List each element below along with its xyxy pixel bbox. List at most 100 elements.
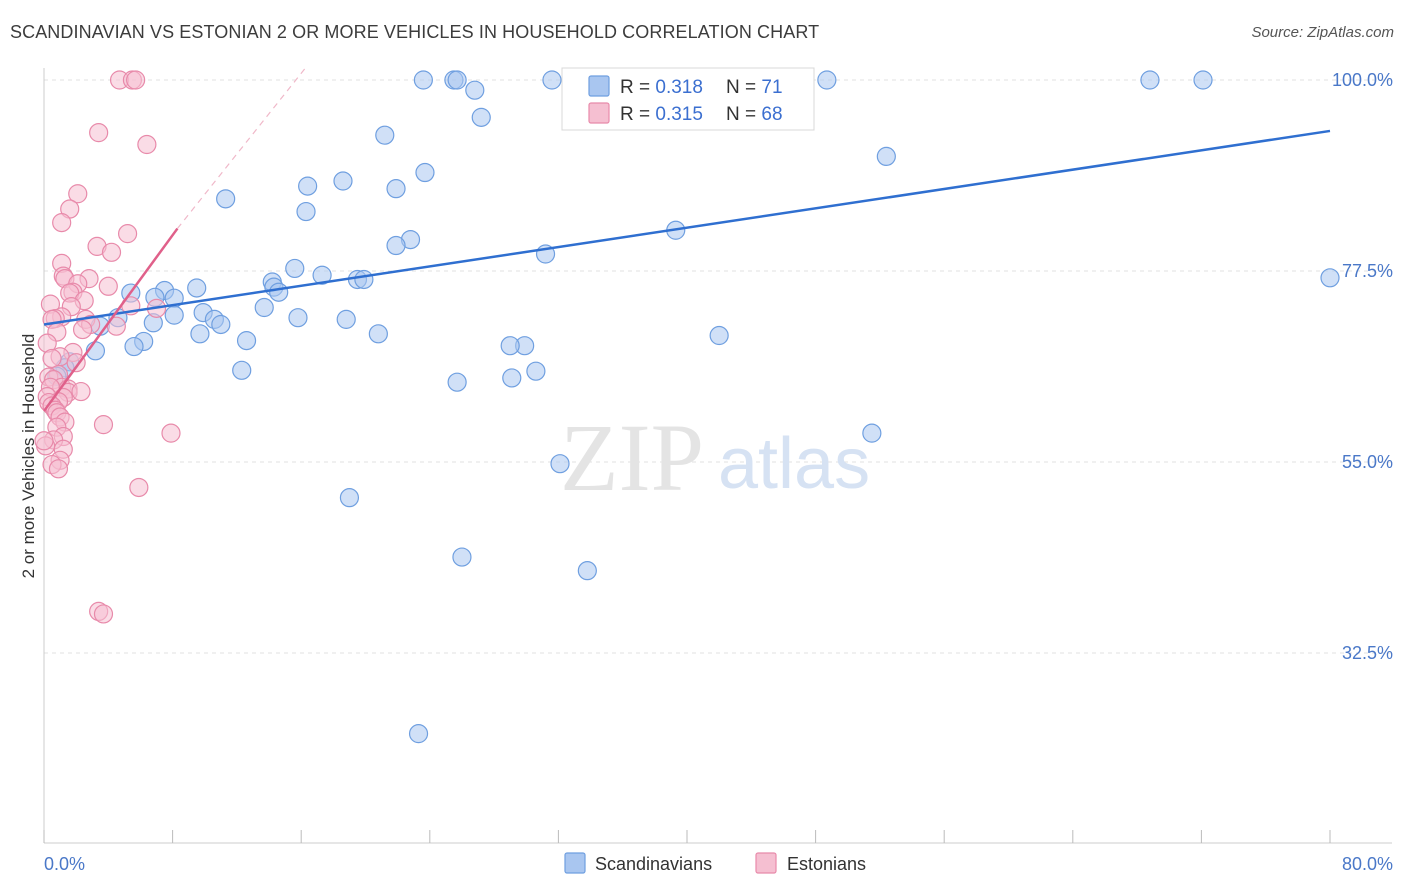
stats-r-label-1: R = bbox=[620, 77, 655, 98]
y-tick-label: 77.5% bbox=[1342, 261, 1393, 281]
scandinavian-point bbox=[164, 305, 184, 325]
scandinavian-point bbox=[386, 179, 406, 199]
scandinavian-point bbox=[447, 70, 467, 90]
estonian-point bbox=[117, 224, 138, 244]
stats-n-label-1: N = bbox=[726, 77, 761, 98]
scandinavian-point bbox=[368, 324, 388, 344]
scandinavian-point bbox=[254, 297, 274, 318]
estonian-trend-line bbox=[42, 227, 179, 412]
estonian-point bbox=[68, 184, 88, 204]
scandinavian-point bbox=[862, 423, 882, 443]
scandinavian-point bbox=[550, 454, 570, 474]
scandinavian-point bbox=[876, 146, 896, 166]
estonian-point bbox=[52, 213, 72, 233]
scandinavian-point bbox=[408, 724, 429, 744]
y-tick-label: 32.5% bbox=[1342, 643, 1393, 663]
scandinavian-point bbox=[502, 368, 522, 388]
scandinavian-point bbox=[1140, 70, 1160, 90]
legend-swatch-estonians[interactable] bbox=[755, 852, 777, 874]
estonian-point bbox=[129, 477, 149, 498]
scandinavian-point bbox=[1193, 70, 1213, 90]
svg-text:N = 71: N = 71 bbox=[726, 77, 783, 98]
legend-swatch-scandinavians[interactable] bbox=[564, 852, 586, 874]
scandinavian-point bbox=[312, 265, 332, 285]
scandinavian-point bbox=[500, 336, 520, 356]
scandinavian-point bbox=[577, 561, 597, 581]
stats-r-value-2: 0.315 bbox=[655, 104, 703, 125]
stats-r-label-2: R = bbox=[620, 104, 655, 125]
scandinavian-point bbox=[471, 107, 491, 127]
stats-n-value-1: 71 bbox=[761, 77, 782, 98]
scandinavian-point bbox=[413, 70, 433, 90]
scandinavian-point bbox=[269, 282, 289, 302]
stats-r-value-1: 0.318 bbox=[655, 77, 703, 98]
estonian-point bbox=[71, 381, 91, 402]
scandinavian-point bbox=[465, 80, 485, 100]
y-tick-label: 100.0% bbox=[1332, 70, 1393, 90]
scandinavian-point bbox=[216, 189, 236, 209]
scandinavian-point bbox=[542, 70, 562, 90]
estonian-point bbox=[126, 70, 146, 90]
estonian-point bbox=[66, 353, 86, 373]
estonian-point bbox=[98, 276, 118, 296]
estonian-point bbox=[101, 242, 122, 262]
scandinavian-point bbox=[285, 258, 305, 279]
scandinavian-point bbox=[526, 361, 546, 381]
estonian-point bbox=[93, 604, 114, 624]
tick-labels: 32.5% 55.0% 77.5% 100.0% 0.0% 80.0% bbox=[44, 70, 1393, 874]
stats-swatch-estonians bbox=[588, 102, 610, 124]
scandinavian-point bbox=[1320, 268, 1340, 288]
estonian-trend-extension bbox=[176, 66, 307, 229]
stats-n-label-2: N = bbox=[726, 104, 761, 125]
legend-label-estonians[interactable]: Estonians bbox=[787, 854, 866, 874]
estonian-point bbox=[161, 423, 181, 443]
scandinavian-point bbox=[452, 547, 472, 567]
trend-lines bbox=[42, 66, 1331, 412]
scandinavian-point bbox=[232, 360, 252, 380]
scandinavian-point bbox=[415, 162, 435, 183]
scandinavian-point bbox=[298, 176, 318, 196]
scandinavian-point bbox=[447, 372, 467, 392]
watermark-atlas: atlas bbox=[718, 424, 870, 504]
scandinavian-point bbox=[386, 235, 406, 256]
gridlines bbox=[44, 79, 1392, 654]
scandinavian-point bbox=[288, 308, 308, 328]
svg-text:N = 68: N = 68 bbox=[726, 104, 783, 125]
chart-title: SCANDINAVIAN VS ESTONIAN 2 OR MORE VEHIC… bbox=[10, 22, 820, 42]
scandinavian-point bbox=[296, 201, 316, 222]
estonian-point bbox=[48, 459, 69, 479]
estonian-point bbox=[93, 415, 114, 435]
source-credit: Source: ZipAtlas.com bbox=[1251, 24, 1394, 41]
axes bbox=[43, 68, 1392, 844]
y-tick-label: 55.0% bbox=[1342, 452, 1393, 472]
svg-text:R = 0.315: R = 0.315 bbox=[620, 104, 703, 125]
watermark-zip: ZIP bbox=[560, 404, 704, 511]
estonian-point bbox=[34, 431, 54, 451]
estonian-point bbox=[137, 134, 157, 155]
scandinavian-point bbox=[375, 125, 395, 145]
scandinavian-point bbox=[236, 331, 257, 351]
scandinavian-point bbox=[817, 70, 837, 90]
scandinavian-trend-line bbox=[43, 129, 1331, 326]
scandinavian-point bbox=[211, 314, 231, 335]
svg-text:R = 0.318: R = 0.318 bbox=[620, 77, 703, 98]
scandinavian-point bbox=[339, 488, 360, 508]
scandinavian-point bbox=[336, 309, 356, 329]
y-axis-label: 2 or more Vehicles in Household bbox=[19, 334, 38, 579]
stats-n-value-2: 68 bbox=[761, 104, 782, 125]
x-tick-label: 0.0% bbox=[44, 854, 85, 874]
scandinavian-point bbox=[190, 324, 210, 344]
scandinavian-point bbox=[187, 278, 207, 298]
scandinavian-point bbox=[709, 325, 729, 346]
stats-legend: R = 0.318 N = 71 R = 0.315 N = 68 bbox=[561, 67, 815, 131]
stats-swatch-scandinavians bbox=[588, 75, 610, 97]
estonian-point bbox=[42, 348, 62, 369]
estonian-point bbox=[89, 123, 109, 143]
scandinavian-point bbox=[354, 269, 374, 290]
estonian-point bbox=[72, 319, 93, 340]
bottom-legend: Scandinavians Estonians bbox=[564, 852, 866, 874]
legend-label-scandinavians[interactable]: Scandinavians bbox=[595, 854, 712, 874]
x-tick-label: 80.0% bbox=[1342, 854, 1393, 874]
scandinavian-point bbox=[333, 171, 353, 191]
